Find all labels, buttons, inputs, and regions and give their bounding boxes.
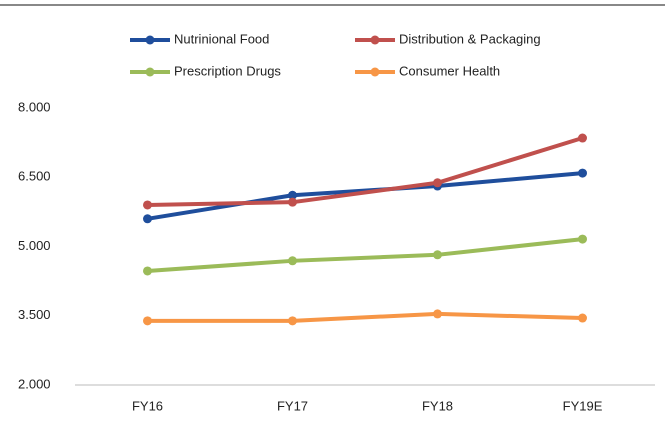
legend-marker [145, 35, 155, 45]
data-point [578, 133, 587, 143]
y-tick-label: 3.500 [18, 307, 51, 322]
series-line [147, 171, 583, 221]
data-point [578, 234, 587, 244]
legend-marker [370, 35, 380, 45]
x-tick-label: FY16 [132, 398, 163, 413]
series-line [147, 237, 583, 273]
y-tick-label: 5.000 [18, 238, 51, 253]
data-point [143, 214, 152, 224]
legend-label: Nutrinional Food [174, 31, 269, 46]
x-tick-label: FY19E [563, 398, 603, 413]
data-point [433, 250, 442, 260]
data-point [288, 316, 297, 326]
data-point [578, 168, 587, 178]
y-tick-label: 2.000 [18, 376, 51, 391]
x-tick-label: FY18 [422, 398, 453, 413]
data-point [143, 200, 152, 210]
legend-marker [145, 67, 155, 77]
legend-label: Distribution & Packaging [399, 31, 541, 46]
data-point [288, 190, 297, 200]
legend-marker [370, 67, 380, 77]
data-point [143, 266, 152, 276]
data-point [143, 316, 152, 326]
data-point [288, 197, 297, 207]
data-point [288, 256, 297, 266]
legend-label: Consumer Health [399, 63, 500, 78]
data-point [433, 178, 442, 188]
series-line [147, 311, 583, 323]
data-point [433, 309, 442, 319]
data-point [578, 313, 587, 323]
legend-label: Prescription Drugs [174, 63, 281, 78]
y-tick-label: 6.500 [18, 169, 51, 184]
y-tick-label: 8.000 [18, 99, 51, 114]
x-tick-label: FY17 [277, 398, 308, 413]
series-line [147, 136, 584, 207]
